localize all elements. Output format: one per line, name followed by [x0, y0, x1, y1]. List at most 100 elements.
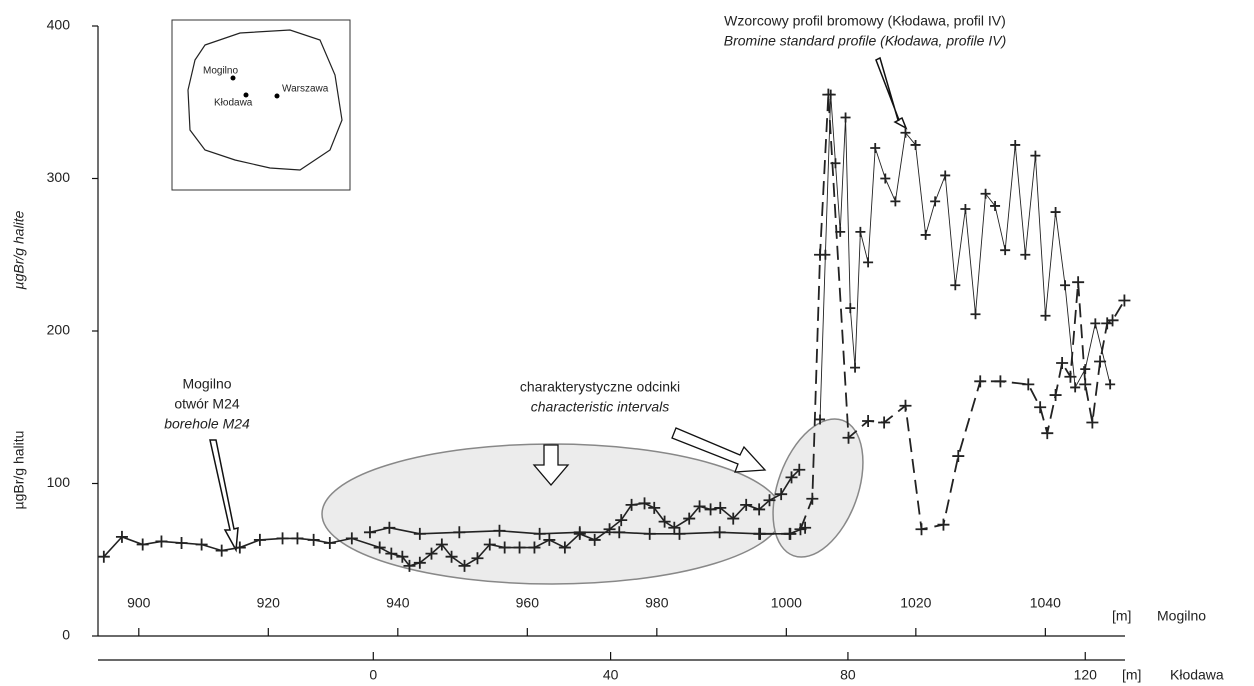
data-point: [980, 188, 991, 199]
data-point: [513, 541, 526, 554]
data-point: [806, 492, 819, 505]
data-line: [819, 94, 1111, 420]
arrow: [532, 444, 570, 487]
y-tick-label: 200: [47, 322, 71, 338]
x2-name: Kłodawa: [1170, 667, 1224, 683]
data-point: [775, 488, 788, 501]
data-point: [1040, 310, 1051, 321]
data-point: [1072, 276, 1085, 289]
annotation: Bromine standard profile (Kłodawa, profi…: [724, 33, 1006, 49]
data-point: [1070, 382, 1081, 393]
data-point: [822, 88, 835, 101]
x-tick-label: 1040: [1030, 595, 1061, 611]
data-point: [573, 526, 586, 539]
data-point: [603, 523, 616, 536]
data-point: [1094, 355, 1107, 368]
x2-tick-label: 80: [840, 667, 856, 683]
data-point: [528, 541, 541, 554]
data-point: [994, 375, 1007, 388]
data-point: [136, 538, 149, 551]
x2-tick-label: 120: [1074, 667, 1098, 683]
data-point: [1101, 317, 1114, 330]
x2-tick-label: 0: [369, 667, 377, 683]
x-tick-label: 940: [386, 595, 410, 611]
data-point: [658, 515, 671, 528]
data-point: [435, 538, 448, 551]
data-point: [673, 527, 686, 540]
data-point: [1034, 401, 1047, 414]
data-point: [785, 471, 798, 484]
map-point: [274, 93, 280, 99]
data-point: [900, 127, 911, 138]
data-point: [714, 501, 727, 514]
x-tick-label: 980: [645, 595, 669, 611]
data-point: [155, 535, 168, 548]
data-point: [498, 541, 511, 554]
data-point: [1064, 370, 1077, 383]
data-point: [910, 139, 921, 150]
data-point: [307, 533, 320, 546]
data-point: [643, 527, 656, 540]
data-point: [763, 494, 776, 507]
data-point: [683, 512, 696, 525]
data-point: [175, 536, 188, 549]
data-point: [950, 280, 961, 291]
data-point: [373, 541, 386, 554]
data-point: [396, 550, 409, 563]
data-point: [383, 521, 396, 534]
data-point: [363, 526, 376, 539]
data-point: [648, 501, 661, 514]
y-title: µgBr/g halite: [11, 210, 27, 289]
data-point: [613, 526, 626, 539]
data-point: [937, 518, 950, 531]
annotation: charakterystyczne odcinki: [520, 379, 680, 395]
data-point: [990, 200, 1001, 211]
data-point: [855, 226, 866, 237]
data-point: [668, 521, 681, 534]
x-tick-label: 960: [516, 595, 540, 611]
data-point: [1020, 249, 1031, 260]
data-point: [458, 559, 471, 572]
map-point: [230, 75, 236, 81]
x-tick-label: 1020: [900, 595, 931, 611]
data-point: [291, 532, 304, 545]
data-point: [1106, 314, 1119, 327]
data-point: [974, 375, 987, 388]
data-point: [862, 414, 875, 427]
data-point: [323, 536, 336, 549]
data-point: [1030, 150, 1041, 161]
data-point: [713, 526, 726, 539]
y-tick-label: 0: [62, 627, 70, 643]
data-point: [345, 532, 358, 545]
data-point: [850, 362, 861, 373]
arrow: [209, 439, 239, 553]
data-point: [899, 399, 912, 412]
data-point: [845, 303, 856, 314]
data-point: [233, 541, 246, 554]
data-point: [960, 204, 971, 214]
map-label: Warszawa: [282, 84, 329, 95]
data-point: [842, 431, 855, 444]
data-point: [1000, 245, 1011, 256]
data-point: [890, 196, 901, 207]
annotation: Wzorcowy profil bromowy (Kłodawa, profil…: [724, 13, 1006, 29]
x-tick-label: 900: [127, 595, 151, 611]
y-title: µgBr/g halitu: [11, 431, 27, 510]
data-point: [952, 450, 965, 463]
data-point: [471, 552, 484, 565]
data-point: [754, 527, 767, 540]
annotation: Mogilno: [182, 376, 231, 392]
data-point: [940, 170, 951, 181]
data-point: [1056, 357, 1069, 370]
x-tick-label: 920: [257, 595, 281, 611]
map-label: Kłodawa: [214, 98, 253, 109]
data-point: [276, 532, 289, 545]
annotation: otwór M24: [174, 396, 240, 412]
data-point: [413, 556, 426, 569]
arrow: [875, 56, 908, 130]
data-point: [815, 414, 826, 425]
x-name: Mogilno: [1157, 608, 1206, 624]
data-point: [693, 500, 706, 513]
data-point: [453, 526, 466, 539]
data-point: [1090, 318, 1101, 329]
